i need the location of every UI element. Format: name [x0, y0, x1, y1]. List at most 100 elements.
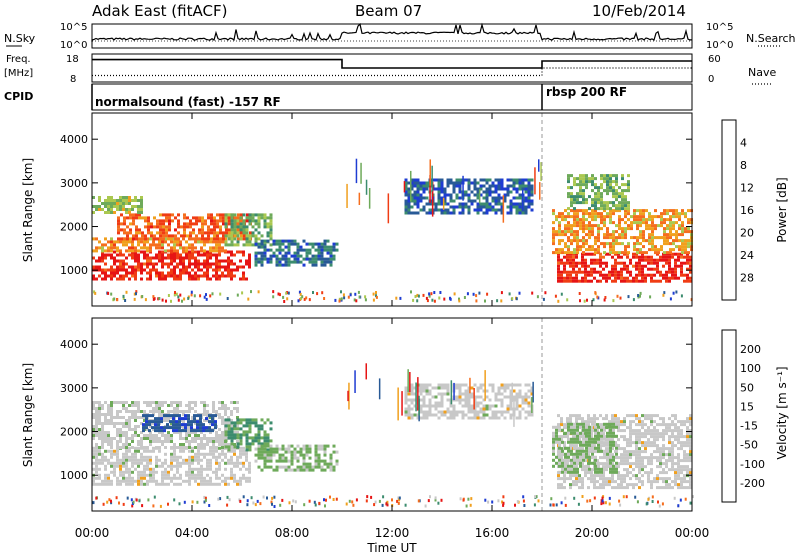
vel-heat-cell [452, 407, 456, 411]
vel-heat-cell [599, 486, 602, 490]
power-heat-cell [663, 233, 666, 237]
power-heat-cell [146, 271, 149, 275]
vel-heat-cell [488, 398, 492, 402]
power-heat-cell [437, 178, 441, 182]
power-heat-cell [210, 222, 213, 226]
power-heat-streak [355, 158, 358, 184]
vel-heat-cell [191, 455, 194, 459]
vel-heat-cell [461, 398, 465, 402]
vel-heat-cell [254, 459, 258, 463]
power-heat-cell [219, 219, 222, 223]
power-heat-ground-cell [334, 298, 337, 302]
vel-heat-cell [506, 386, 510, 390]
vel-heat-cell [638, 417, 641, 421]
vel-heat-cell [653, 435, 656, 439]
power-heat-cell [645, 251, 648, 255]
power-heat-cell [597, 236, 600, 240]
vel-heat-cell [167, 419, 170, 422]
vel-heat-cell [236, 461, 239, 465]
vel-heat-cell [485, 389, 489, 393]
vel-heat-cell [683, 480, 686, 484]
power-heat-cell [641, 264, 644, 268]
power-heat-cell [612, 251, 615, 255]
power-heat-cell [113, 205, 116, 208]
power-heat-ground-cell [152, 297, 155, 301]
power-heat-cell [579, 177, 582, 181]
vel-heat-cell [140, 455, 143, 459]
power-heat-cell [620, 255, 623, 259]
vel-heat-cell [200, 443, 203, 446]
power-heat-cell [149, 274, 152, 278]
power-heat-cell [656, 264, 659, 268]
vel-heat-cell [188, 440, 191, 443]
vel-heat-cell [107, 479, 110, 483]
vel-heat-cell [185, 461, 188, 465]
vel-heat-cell [137, 401, 140, 404]
power-heat-cell [233, 225, 237, 229]
power-heat-cell [122, 274, 125, 278]
power-heat-cell [266, 231, 270, 235]
vel-heat-cell [236, 407, 239, 410]
power-heat-ground-cell [272, 295, 275, 299]
vel-heat-cell [323, 450, 327, 454]
power-heat-cell [311, 263, 315, 267]
power-heat-cell [104, 271, 107, 275]
vel-heat-cell [92, 467, 95, 471]
vel-heat-cell [404, 392, 408, 396]
power-heat-cell [597, 189, 600, 193]
power-heat-cell [146, 256, 149, 260]
power-heat-cell [609, 186, 612, 190]
power-heat-cell [269, 260, 273, 264]
vel-heat-cell [134, 446, 137, 450]
power-heat-cell [570, 209, 573, 213]
power-heat-cell [641, 279, 644, 283]
power-heat-cell [158, 274, 161, 278]
power-heat-cell [518, 193, 522, 197]
power-heat-ground-cell [560, 292, 563, 296]
vel-heat-cell [635, 435, 638, 439]
vel-heat-cell [555, 425, 558, 429]
power-heat-cell [128, 237, 131, 241]
vel-heat-cell [605, 468, 608, 472]
power-heat-cell [485, 199, 489, 203]
vel-heat-cell [110, 401, 113, 404]
power-heat-cell [636, 224, 639, 228]
vel-heat-cell [293, 450, 297, 454]
power-heat-cell [302, 248, 306, 252]
vel-heat-cell [305, 444, 309, 448]
vel-heat-cell [581, 420, 584, 424]
power-heat-cell [632, 255, 635, 259]
power-heat-cell [296, 260, 300, 264]
power-heat-cell [669, 251, 672, 255]
vel-heat-cell [455, 386, 459, 390]
vel-heat-cell [593, 480, 596, 484]
power-heat-cell [570, 198, 573, 202]
power-heat-cell [681, 239, 684, 243]
power-heat-cell [254, 219, 258, 223]
vel-heat-cell [665, 447, 668, 451]
vel-heat-cell [145, 420, 148, 424]
vel-heat-cell [314, 444, 318, 448]
power-heat-cell [659, 273, 662, 277]
vel-heat-cell [212, 443, 215, 446]
vel-heat-cell [119, 479, 122, 483]
vel-heat-cell [557, 414, 560, 418]
vel-heat-cell [148, 429, 151, 433]
power-heat-cell [185, 256, 188, 260]
power-heat-cell [582, 195, 585, 199]
power-heat-cell [612, 174, 615, 178]
power-heat-cell [404, 181, 408, 185]
power-heat-cell [222, 222, 225, 226]
power-heat-ground-cell [410, 290, 412, 294]
power-heat-cell [221, 274, 224, 278]
vel-heat-cell [680, 465, 683, 469]
power-heat-ground-cell [518, 291, 521, 295]
power-heat-cell [603, 207, 606, 211]
vel-heat-cell [152, 473, 155, 477]
velocity-heatmap [92, 318, 694, 511]
power-heat-cell [140, 268, 143, 272]
vel-heat-cell [686, 417, 689, 421]
power-heat-cell [296, 245, 300, 249]
power-heat-cell [119, 274, 122, 278]
vel-heat-cell [122, 461, 125, 465]
